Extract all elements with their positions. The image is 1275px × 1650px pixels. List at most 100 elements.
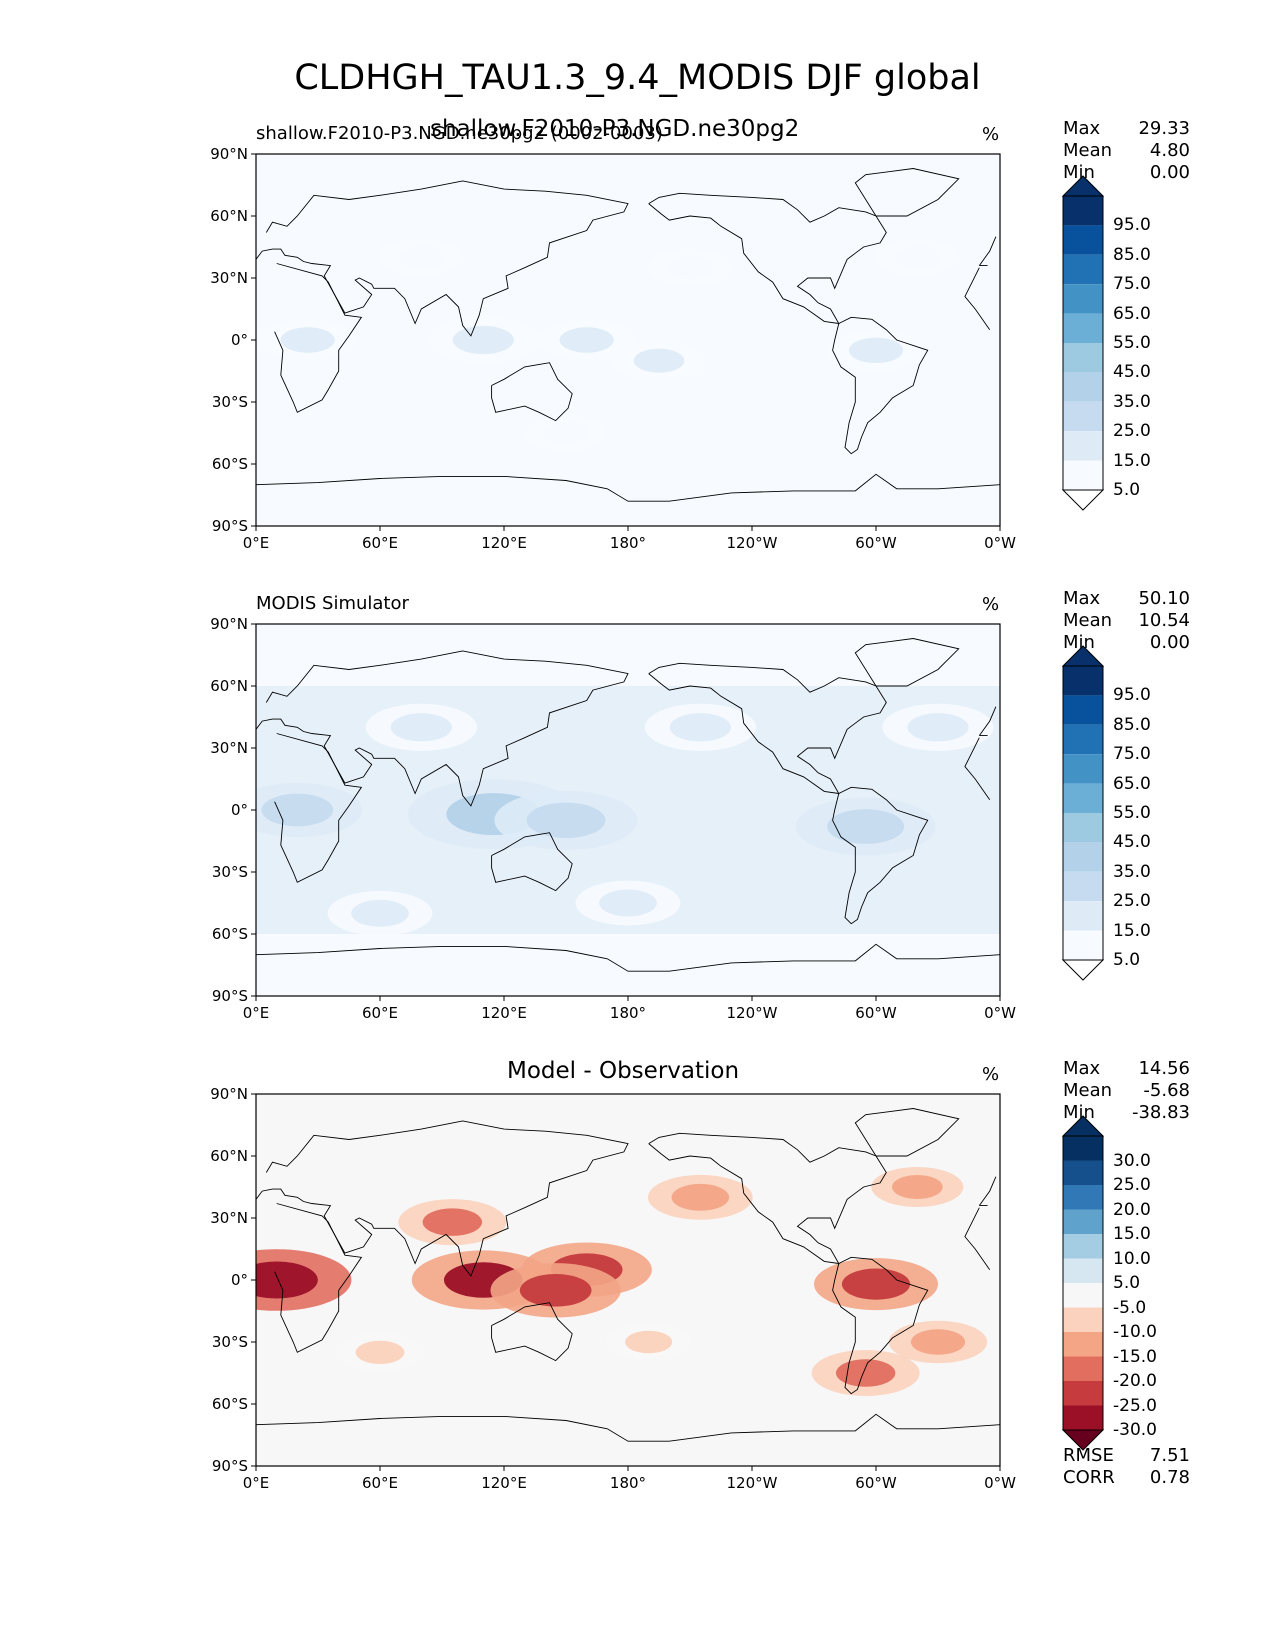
colorbar-level-label: 95.0 (1113, 685, 1151, 706)
colorbar-level-label: 55.0 (1113, 333, 1151, 353)
x-tick-label: 60°W (855, 1004, 897, 1022)
coastline-eurasia (256, 180, 997, 337)
coastline-greenland (854, 1108, 960, 1157)
field-region-core (848, 337, 904, 364)
y-tick-label: 0° (230, 1271, 248, 1289)
colorbar-level-label: 75.0 (1113, 744, 1151, 765)
colorbar-level-label: 15.0 (1113, 450, 1151, 471)
coastlines (256, 638, 1000, 972)
colorbar-level-label: 35.0 (1113, 391, 1151, 412)
colorbar-segment (1063, 842, 1103, 872)
y-tick-label: 30°S (211, 863, 248, 881)
field-region-core (892, 1175, 943, 1199)
panel-3-stat-values: 14.56 -5.68 -38.83 (1100, 1058, 1190, 1124)
colorbar-segment (1063, 254, 1103, 285)
colorbar-level-label: 15.0 (1113, 920, 1151, 941)
field-region-core (355, 1340, 405, 1364)
stat-label-mean: Mean (1063, 610, 1113, 631)
field-region-core (666, 256, 714, 279)
field-region-core (519, 1274, 592, 1307)
panel-3-units: % (982, 1064, 1000, 1085)
colorbar-segment (1063, 401, 1103, 432)
field-region-core (261, 793, 334, 827)
field-region-core (669, 713, 731, 742)
colorbar-segment (1063, 313, 1103, 343)
map-panel-1 (251, 153, 1001, 531)
colorbar-level-label: -20.0 (1113, 1371, 1157, 1391)
x-tick-label: 120°E (481, 534, 527, 552)
colorbar-level-label: 5.0 (1113, 950, 1141, 970)
colorbar-segment (1063, 372, 1103, 402)
field-region-core (390, 713, 452, 742)
y-tick-label: 60°S (211, 455, 248, 473)
stat-value-mean: -5.68 (1143, 1080, 1190, 1101)
field-region-core (841, 1268, 911, 1300)
stat-label-min: Min (1063, 632, 1095, 653)
stat-value-min: 0.00 (1149, 162, 1190, 183)
x-tick-label: 60°E (361, 1004, 399, 1022)
coastline-s_america (832, 786, 929, 925)
x-tick-label: 0°W (984, 1004, 1016, 1022)
panel-2-stat-values: 50.10 10.54 0.00 (1100, 588, 1190, 654)
colorbar-level-label: -30.0 (1113, 1420, 1157, 1440)
colorbar-level-label: 5.0 (1113, 1273, 1141, 1293)
colorbar-level-label: -10.0 (1113, 1322, 1157, 1342)
colorbar-level-label: 25.0 (1113, 891, 1151, 912)
y-tick-label: 0° (230, 801, 248, 819)
coastline-n_america (648, 662, 887, 795)
colorbar-level-label: 15.0 (1113, 1224, 1151, 1244)
field-region-core (633, 348, 685, 373)
y-tick-label: 30°N (210, 739, 248, 757)
field-layer (256, 1156, 1000, 1404)
colorbar-segment (1063, 460, 1103, 490)
x-tick-label: 120°E (481, 1004, 527, 1022)
panel-3-extra-stats: RMSE CORR (1063, 1445, 1115, 1489)
x-tick-label: 0°E (242, 1474, 270, 1492)
y-tick-label: 60°S (211, 1395, 248, 1413)
x-tick-label: 120°W (726, 534, 778, 552)
colorbar-segment (1063, 1209, 1103, 1234)
map-panel-3 (251, 1093, 1001, 1471)
field-region-core (907, 713, 969, 742)
colorbar-segment (1063, 1381, 1103, 1406)
colorbar-level-label: 65.0 (1113, 303, 1151, 324)
colorbar-frame (1062, 665, 1104, 961)
coastline-australia (491, 832, 573, 892)
field-region-core (543, 422, 589, 444)
colorbar-segment (1063, 754, 1103, 784)
colorbar-segment (1063, 1307, 1103, 1332)
field-region-core (397, 246, 445, 269)
stat-value-rmse: 7.51 (1149, 1445, 1190, 1466)
field-region-core (422, 1208, 483, 1236)
colorbar-level-label: 45.0 (1113, 362, 1151, 383)
coastline-antarctica (256, 473, 1000, 502)
stat-value-min: 0.00 (1149, 632, 1190, 653)
colorbar-level-label: 85.0 (1113, 244, 1151, 265)
x-tick-label: 120°W (726, 1004, 778, 1022)
colorbar-level-label: 45.0 (1113, 832, 1151, 853)
colorbar-segment (1063, 1160, 1103, 1185)
panel-2-stats: Max Mean Min (1063, 588, 1112, 654)
colorbar-level-label: 35.0 (1113, 861, 1151, 882)
field-region-core (559, 327, 614, 353)
coastline-australia (491, 362, 573, 422)
stat-value-mean: 10.54 (1138, 610, 1190, 631)
x-tick-label: 180° (609, 1474, 647, 1492)
stat-label-min: Min (1063, 162, 1095, 183)
y-tick-label: 0° (230, 331, 248, 349)
coastline-australia (491, 1302, 573, 1362)
colorbar-frame (1062, 195, 1104, 491)
colorbar-level-label: 75.0 (1113, 274, 1151, 295)
figure-title: CLDHGH_TAU1.3_9.4_MODIS DJF global (294, 58, 981, 98)
colorbar-segment (1063, 196, 1103, 226)
colorbar-segment (1063, 1332, 1103, 1357)
x-tick-label: 0°W (984, 1474, 1016, 1492)
colorbar-level-label: -15.0 (1113, 1346, 1157, 1367)
stat-value-corr: 0.78 (1149, 1467, 1190, 1488)
y-tick-label: 30°S (211, 1333, 248, 1351)
field-region-core (452, 325, 514, 355)
colorbar-segment (1063, 901, 1103, 931)
colorbar-level-label: -5.0 (1113, 1297, 1147, 1318)
y-tick-label: 90°S (211, 1457, 248, 1475)
colorbar-segment (1063, 695, 1103, 725)
